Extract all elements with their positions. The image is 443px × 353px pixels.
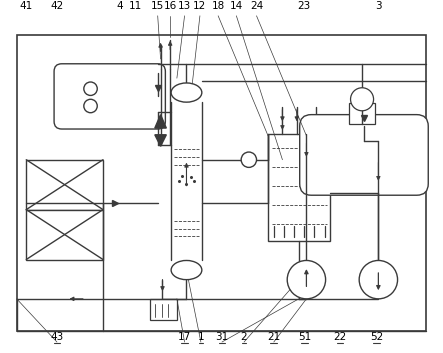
Text: 4: 4 <box>116 1 123 11</box>
Text: 15: 15 <box>151 1 164 11</box>
Circle shape <box>84 99 97 113</box>
Bar <box>26 160 103 210</box>
Polygon shape <box>155 135 166 146</box>
Text: 12: 12 <box>193 1 206 11</box>
Text: 16: 16 <box>163 1 177 11</box>
Text: 18: 18 <box>211 1 225 11</box>
Ellipse shape <box>171 83 202 102</box>
Text: 14: 14 <box>230 1 243 11</box>
Text: 23: 23 <box>297 1 310 11</box>
Text: 51: 51 <box>298 332 311 342</box>
Text: 3: 3 <box>375 1 382 11</box>
Text: 13: 13 <box>178 1 191 11</box>
Text: 31: 31 <box>215 332 229 342</box>
Circle shape <box>84 82 97 95</box>
Text: 17: 17 <box>178 332 191 342</box>
Bar <box>26 210 103 259</box>
Circle shape <box>350 88 373 111</box>
Circle shape <box>359 261 397 299</box>
Bar <box>17 35 426 330</box>
Circle shape <box>287 261 326 299</box>
Bar <box>349 103 376 124</box>
Bar <box>268 134 330 241</box>
Text: 42: 42 <box>51 1 64 11</box>
Text: 1: 1 <box>198 332 204 342</box>
Text: 21: 21 <box>267 332 280 342</box>
FancyBboxPatch shape <box>300 115 428 195</box>
Circle shape <box>241 152 256 167</box>
Text: 2: 2 <box>241 332 247 342</box>
Text: 41: 41 <box>19 1 33 11</box>
Text: 11: 11 <box>129 1 142 11</box>
Text: 52: 52 <box>370 332 383 342</box>
FancyBboxPatch shape <box>54 64 165 129</box>
Text: 22: 22 <box>334 332 346 342</box>
Bar <box>150 299 177 320</box>
Text: 24: 24 <box>250 1 263 11</box>
Polygon shape <box>155 115 166 128</box>
Text: 43: 43 <box>51 332 64 342</box>
Ellipse shape <box>171 261 202 280</box>
